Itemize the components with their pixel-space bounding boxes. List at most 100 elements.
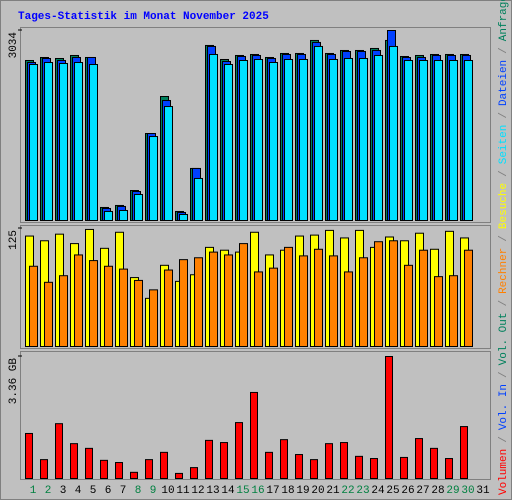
y-tick-label: 3034 (8, 32, 20, 59)
bar (149, 136, 158, 222)
bar (239, 243, 248, 348)
bar (374, 54, 383, 221)
x-tick-label: 2 (45, 485, 52, 497)
bar (130, 471, 138, 480)
bar (119, 268, 128, 348)
bar (284, 246, 293, 348)
bar (430, 447, 438, 480)
bar (370, 458, 378, 479)
bar (265, 451, 273, 480)
bar (434, 276, 443, 348)
x-tick-label: 27 (416, 485, 429, 497)
y-tick-label: 125 (8, 230, 20, 250)
bar (29, 265, 38, 348)
legend-separator: / (498, 170, 510, 177)
x-tick-label: 23 (356, 485, 369, 497)
bar (434, 59, 443, 221)
bar (164, 106, 173, 221)
bar (190, 467, 198, 480)
bar (325, 443, 333, 479)
bar (205, 439, 213, 479)
bar (400, 456, 408, 480)
bar (119, 209, 128, 221)
x-tick-label: 10 (161, 485, 174, 497)
x-tick-label: 21 (326, 485, 340, 497)
x-tick-label: 31 (476, 485, 490, 497)
bar (385, 356, 393, 479)
legend-separator: / (498, 235, 510, 242)
bar (40, 459, 48, 480)
legend: Volumen / Vol. In / Vol. Out / Rechner / Besuche… (498, 0, 510, 495)
x-tick-label: 11 (176, 485, 190, 497)
bar (179, 213, 188, 221)
bar (104, 210, 113, 222)
bar (419, 249, 428, 348)
x-tick-label: 19 (296, 485, 309, 497)
legend-separator: / (498, 112, 510, 119)
bar (59, 63, 68, 221)
bar (299, 58, 308, 222)
x-tick-label: 18 (281, 485, 294, 497)
bar (134, 279, 143, 348)
x-tick-label: 9 (150, 485, 157, 497)
x-tick-label: 6 (105, 485, 112, 497)
bar (340, 442, 348, 479)
bar (269, 267, 278, 348)
bar (464, 59, 473, 221)
bar (209, 53, 218, 222)
bar (74, 62, 83, 222)
bar (374, 241, 383, 347)
bar (29, 64, 38, 222)
x-tick-label: 4 (75, 485, 82, 497)
x-tick-label: 16 (251, 485, 264, 497)
bar (44, 281, 53, 348)
bar (100, 459, 108, 480)
bar (160, 451, 168, 480)
x-tick-label: 8 (135, 485, 142, 497)
bar (269, 62, 278, 222)
bar (235, 422, 243, 480)
legend-separator: / (498, 300, 510, 307)
bar (209, 251, 218, 348)
bar (224, 254, 233, 348)
legend-item: Dateien (498, 60, 510, 106)
bar (404, 264, 413, 348)
bar (359, 57, 368, 221)
bar (449, 59, 458, 221)
bar (314, 248, 323, 348)
bar (419, 59, 428, 221)
x-tick-label: 12 (191, 485, 204, 497)
legend-item: Vol. Out (498, 313, 510, 366)
bar (179, 259, 188, 348)
bar (329, 58, 338, 222)
bar (70, 443, 78, 479)
bar (280, 439, 288, 479)
x-tick-label: 26 (401, 485, 414, 497)
bar (295, 454, 303, 479)
bar (194, 177, 203, 222)
x-tick-label: 24 (371, 485, 385, 497)
bar (149, 289, 158, 347)
legend-item: Rechner (498, 248, 510, 294)
panel-frame (20, 351, 491, 480)
x-tick-label: 5 (90, 485, 97, 497)
x-tick-label: 14 (221, 485, 235, 497)
x-tick-label: 7 (120, 485, 127, 497)
bar (74, 254, 83, 348)
legend-separator: / (498, 371, 510, 378)
bar (134, 194, 143, 221)
bar (299, 255, 308, 348)
x-tick-label: 20 (311, 485, 324, 497)
panel-frame (20, 27, 491, 223)
x-tick-label: 17 (266, 485, 279, 497)
bar (194, 257, 203, 348)
legend-item: Vol. In (498, 384, 510, 430)
bar (445, 458, 453, 479)
bar (355, 455, 363, 480)
bar (314, 45, 323, 221)
x-tick-label: 28 (431, 485, 444, 497)
bar (359, 257, 368, 348)
y-tick-label: 3.36 GB (8, 358, 20, 405)
bar (89, 64, 98, 222)
bar (284, 58, 293, 222)
